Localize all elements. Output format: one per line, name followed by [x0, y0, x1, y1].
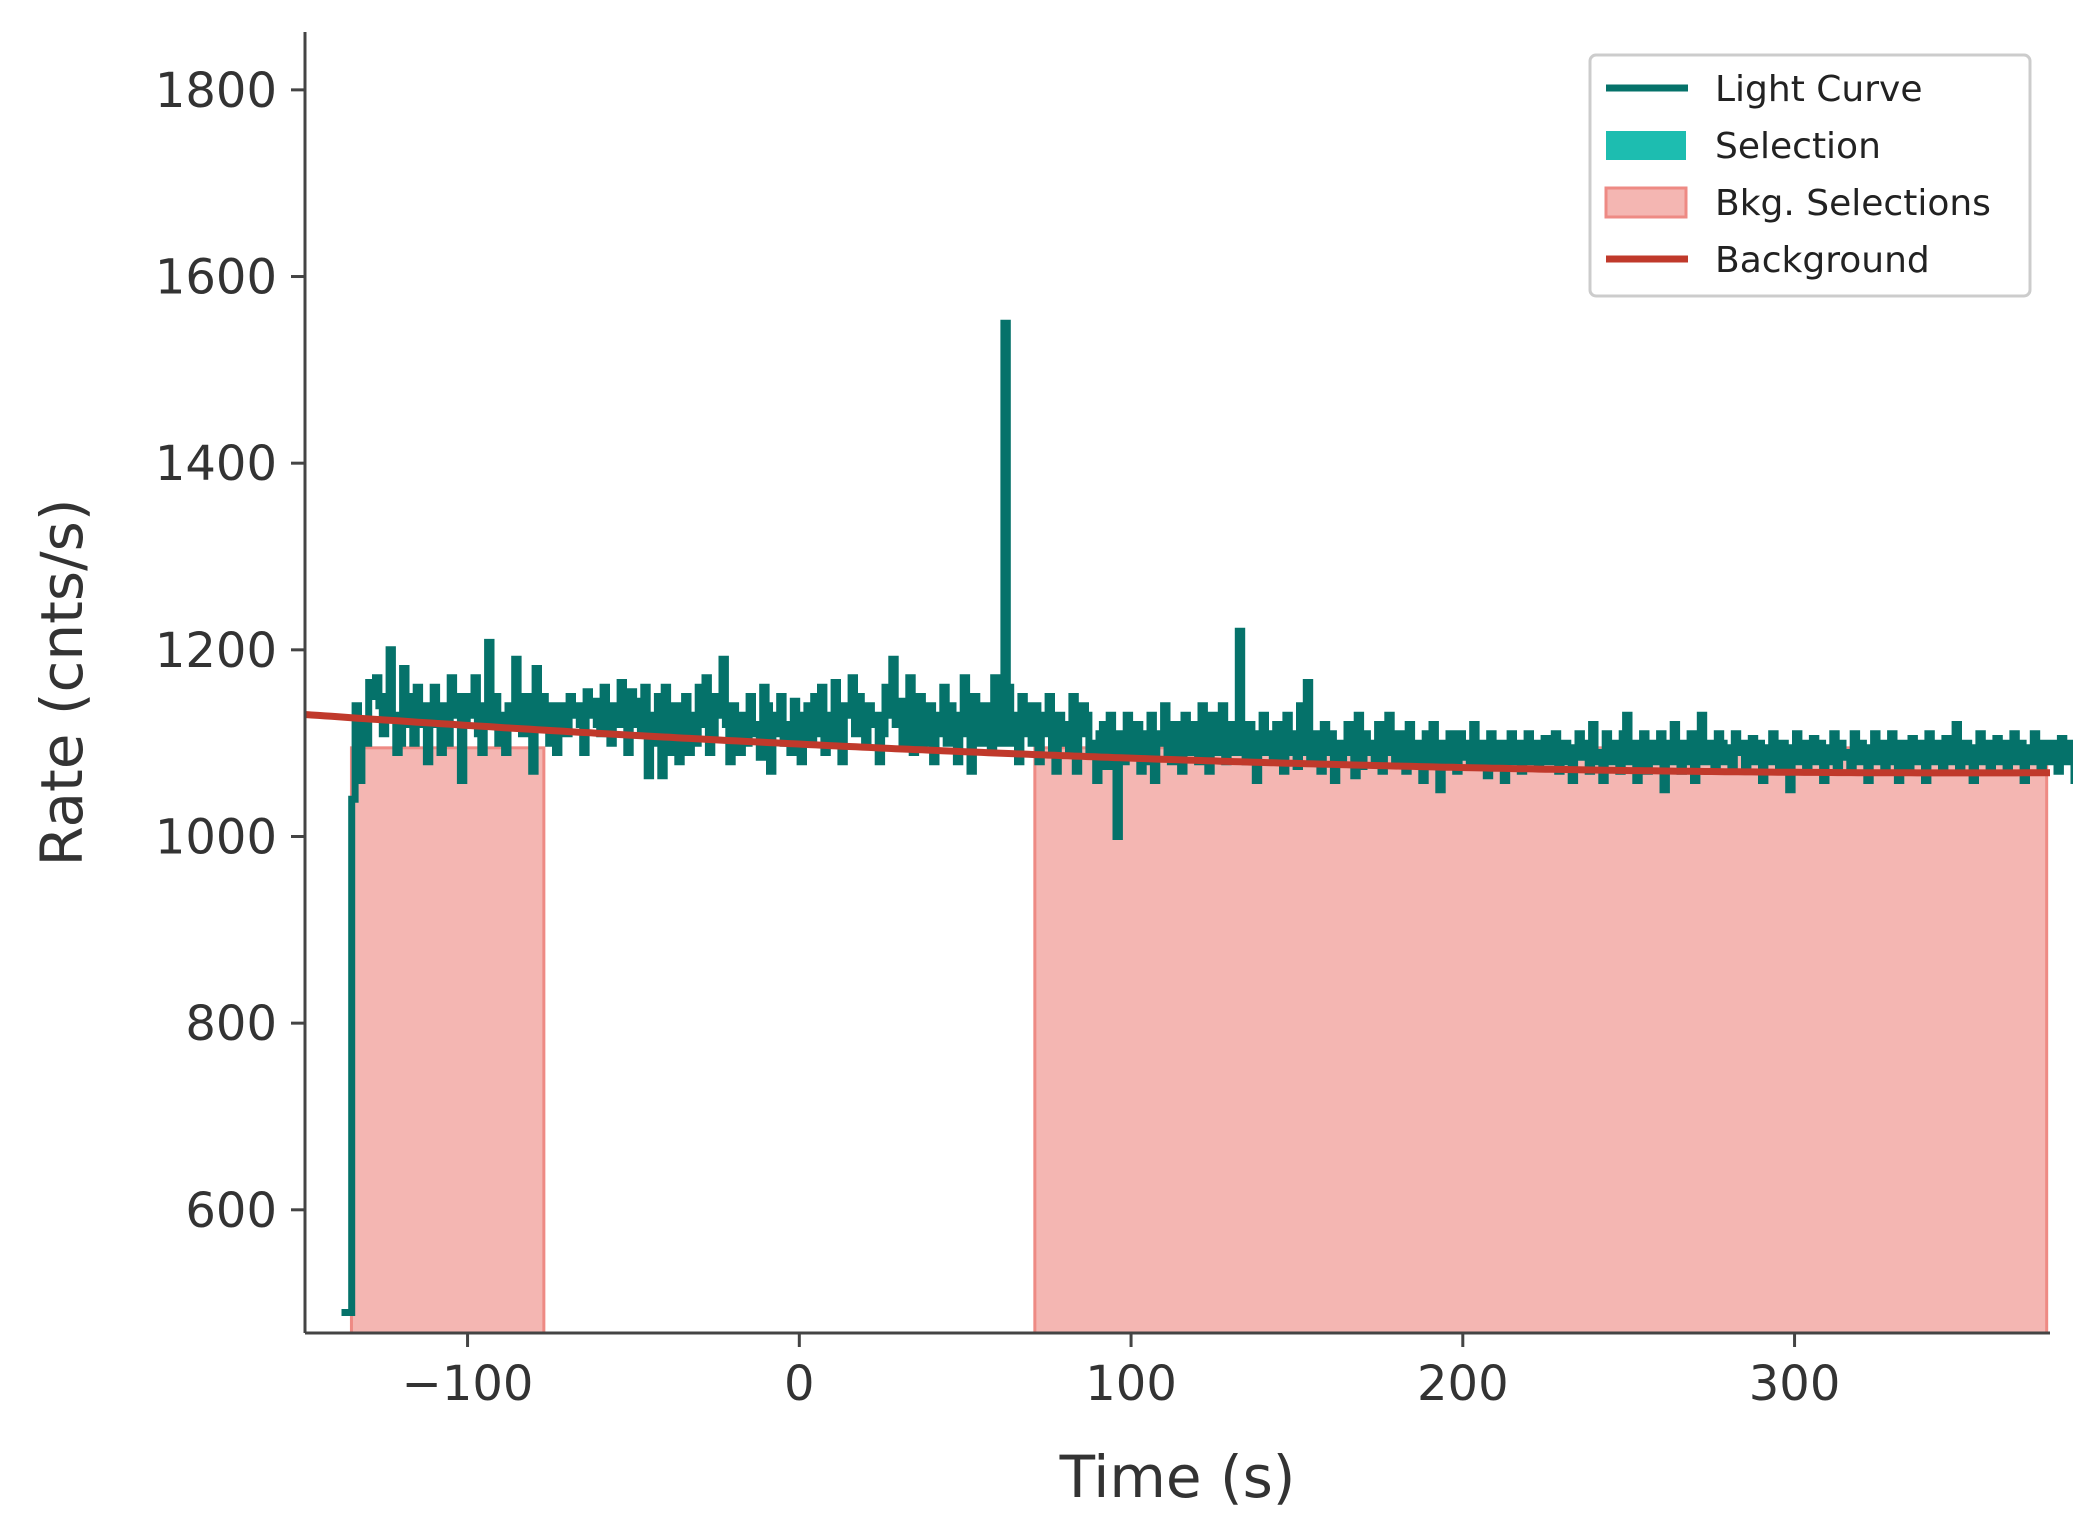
- y-tick-label: 1000: [155, 809, 277, 865]
- x-axis-title: Time (s): [1059, 1443, 1296, 1511]
- legend: Light Curve Selection Bkg. Selections Ba…: [1588, 53, 2032, 298]
- legend-swatch-bkg-selections: [1604, 186, 1688, 219]
- axes: 600 800 1000 1200 1400 1600 1800 −100 0 100 200 30…: [155, 32, 2050, 1412]
- bkg-selection-region: [1033, 746, 2049, 1335]
- x-axis-ticks: −100 0 100 200 300: [402, 1333, 1841, 1412]
- legend-label-bkg-selections: Bkg. Selections: [1715, 183, 1991, 224]
- y-tick-label: 1200: [155, 623, 277, 679]
- y-axis-ticks: 600 800 1000 1200 1400 1600 1800: [155, 63, 305, 1239]
- legend-swatch-selection: [1606, 131, 1686, 160]
- x-tick-label: 0: [784, 1356, 815, 1412]
- x-tick-label: 100: [1085, 1356, 1177, 1412]
- y-tick-label: 1800: [155, 63, 277, 119]
- y-axis-title: Rate (cnts/s): [28, 498, 96, 866]
- background-fit-series: [304, 711, 2050, 777]
- background-selection-fills: [349, 746, 2049, 1335]
- legend-label-light-curve: Light Curve: [1715, 69, 1923, 110]
- plot-area: [304, 319, 2073, 1335]
- x-tick-label: 300: [1749, 1356, 1841, 1412]
- y-tick-label: 600: [185, 1183, 277, 1239]
- x-tick-label: −100: [402, 1356, 534, 1412]
- bkg-selection-region: [349, 746, 546, 1335]
- legend-box: [1588, 53, 2032, 298]
- legend-label-selection: Selection: [1715, 126, 1881, 167]
- light-curve-series: [341, 319, 2073, 1316]
- x-tick-label: 200: [1417, 1356, 1509, 1412]
- legend-label-background: Background: [1715, 240, 1930, 281]
- y-tick-label: 800: [185, 996, 277, 1052]
- y-tick-label: 1400: [155, 436, 277, 492]
- y-tick-label: 1600: [155, 250, 277, 306]
